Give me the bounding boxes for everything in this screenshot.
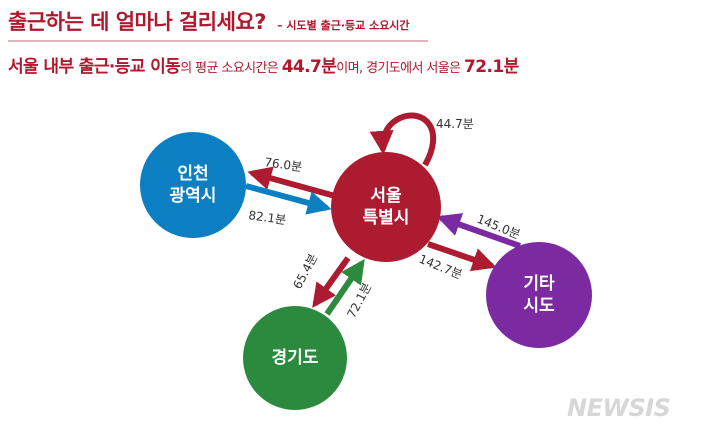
arrow-other-to-seoul [436,213,522,249]
label-seoul-internal: 44.7분 [436,117,474,131]
node-incheon-line2: 광역시 [169,186,217,206]
label-incheon-to-seoul: 82.1분 [248,208,287,227]
node-incheon: 인천 광역시 [140,132,246,238]
node-seoul: 서울 특별시 [331,152,441,262]
newsis-watermark-logo: NEWSIS [567,394,671,422]
label-seoul-to-incheon: 76.0분 [264,155,303,174]
title-divider [8,40,428,42]
summary-part-3: 44.7분 [281,57,337,77]
node-other-regions: 기타 시도 [486,242,592,348]
summary-part-1: 서울 내부 출근·등교 이동 [8,57,181,77]
node-gyeonggi: 경기도 [243,306,347,410]
node-other-line2: 시도 [523,296,555,316]
header: 출근하는 데 얼마나 걸리세요? – 시도별 출근·등교 소요시간 [8,6,410,36]
arrow-gyeonggi-to-seoul [324,259,365,316]
arrow-seoul-to-other [427,241,497,272]
node-seoul-line2: 특별시 [362,208,410,228]
page-subtitle-tag: – 시도별 출근·등교 소요시간 [277,19,410,32]
label-seoul-to-gyeonggi: 65.4분 [290,251,320,291]
summary-part-5: 72.1분 [464,57,519,77]
summary-line: 서울 내부 출근·등교 이동의 평균 소요시간은 44.7분이며, 경기도에서 … [8,52,519,77]
arrow-seoul-internal [369,112,437,167]
node-gyeonggi-line1: 경기도 [271,347,319,368]
arrow-incheon-to-seoul [245,183,332,215]
summary-part-4: 이며, 경기도에서 서울은 [336,61,465,76]
node-other-line1: 기타 [523,273,555,294]
node-seoul-line1: 서울 [370,185,402,206]
arrow-seoul-to-gyeonggi [312,256,351,308]
summary-part-2: 의 평균 소요시간은 [180,61,282,76]
page-title: 출근하는 데 얼마나 걸리세요? [8,10,266,34]
node-incheon-line1: 인천 [177,163,209,184]
